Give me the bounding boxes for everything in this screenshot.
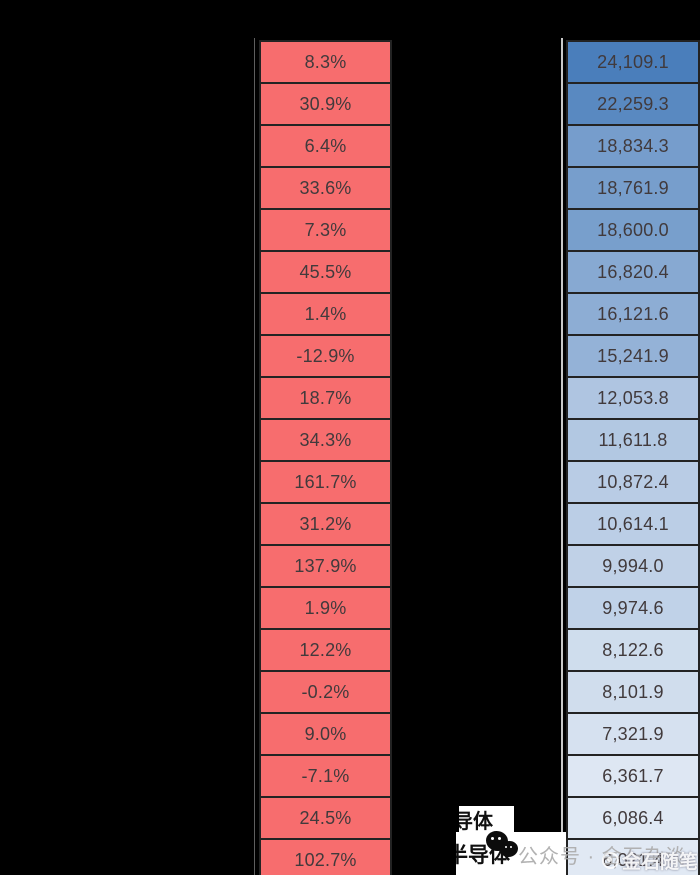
clipped-row-label-box-top: 导体 <box>459 806 514 832</box>
value-column: 24,109.1 22,259.3 18,834.3 18,761.9 18,600.0… <box>566 40 700 875</box>
account-watermark-text: 公众号 · 金石杂谈 <box>518 846 686 868</box>
value-cell: 18,761.9 <box>566 166 700 210</box>
percent-change-cell: 137.9% <box>259 544 392 588</box>
value-cell: 10,614.1 <box>566 502 700 546</box>
value-cell: 7,321.9 <box>566 712 700 756</box>
hidden-column-border-line <box>254 38 255 875</box>
percent-change-cell: 18.7% <box>259 376 392 420</box>
value-cell: 9,994.0 <box>566 544 700 588</box>
brand-watermark-text: 金石随笔 <box>622 852 699 873</box>
value-cell: 16,121.6 <box>566 292 700 336</box>
value-cell: 6,086.4 <box>566 796 700 840</box>
percent-change-cell: -12.9% <box>259 334 392 378</box>
percent-change-cell: 12.2% <box>259 628 392 672</box>
percent-change-cell: 6.4% <box>259 124 392 168</box>
percent-change-cell: 102.7% <box>259 838 392 875</box>
value-cell: 24,109.1 <box>566 40 700 84</box>
brand-watermark: 金石随笔 <box>602 847 698 874</box>
percent-change-cell: -0.2% <box>259 670 392 714</box>
percent-change-column: 8.3% 30.9% 6.4% 33.6% 7.3% 45.5% 1.4% -12.9% 18.… <box>259 40 392 875</box>
clipped-row-label-box-bottom: 半导体 <box>456 832 566 875</box>
wechat-bubble-small <box>500 841 518 857</box>
lens-icon <box>602 852 619 869</box>
percent-change-cell: -7.1% <box>259 754 392 798</box>
value-cell: 18,600.0 <box>566 208 700 252</box>
percent-change-cell: 1.4% <box>259 292 392 336</box>
value-cell: 18,834.3 <box>566 124 700 168</box>
percent-change-cell: 45.5% <box>259 250 392 294</box>
value-cell: 10,872.4 <box>566 460 700 504</box>
value-cell: 8,122.6 <box>566 628 700 672</box>
value-column-left-gridline <box>561 38 563 875</box>
value-cell: 12,053.8 <box>566 376 700 420</box>
value-cell: 6,361.7 <box>566 754 700 798</box>
percent-change-cell: 33.6% <box>259 166 392 210</box>
percent-change-cell: 34.3% <box>259 418 392 462</box>
percent-change-cell: 7.3% <box>259 208 392 252</box>
clipped-row-label-top: 导体 <box>459 810 493 833</box>
percent-change-cell: 31.2% <box>259 502 392 546</box>
percent-change-cell: 161.7% <box>259 460 392 504</box>
value-cell: 15,241.9 <box>566 334 700 378</box>
percent-change-cell: 30.9% <box>259 82 392 126</box>
wechat-icon <box>486 831 522 863</box>
percent-change-cell: 9.0% <box>259 712 392 756</box>
percent-change-cell: 8.3% <box>259 40 392 84</box>
value-cell: 9,974.6 <box>566 586 700 630</box>
value-cell: 8,101.9 <box>566 670 700 714</box>
percent-change-cell: 1.9% <box>259 586 392 630</box>
value-cell: 16,820.4 <box>566 250 700 294</box>
percent-change-cell: 24.5% <box>259 796 392 840</box>
value-cell: 22,259.3 <box>566 82 700 126</box>
value-cell: 11,611.8 <box>566 418 700 462</box>
